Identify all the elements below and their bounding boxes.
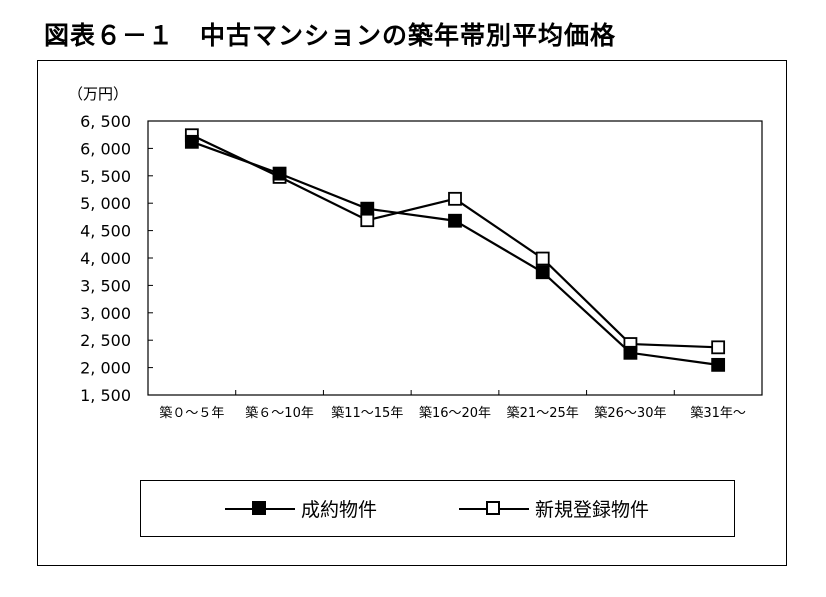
- x-tick-label: 築６～10年: [245, 406, 314, 421]
- x-tick-label: 築11～15年: [331, 406, 403, 421]
- data-point-series-2: [360, 213, 375, 228]
- y-axis-unit-label: （万円）: [68, 85, 128, 103]
- y-tick-label: 2, 000: [80, 359, 131, 378]
- open-square-marker-icon: [459, 498, 529, 520]
- y-tick-label: 3, 000: [80, 304, 131, 323]
- data-point-series-1: [448, 213, 462, 228]
- data-point-series-1: [184, 134, 199, 149]
- y-tick-label: 5, 500: [80, 167, 131, 186]
- chart-frame: [37, 60, 787, 566]
- x-tick-label: 築31年～: [690, 406, 746, 421]
- series-line-1: [191, 140, 719, 366]
- y-tick-label: 3, 500: [80, 276, 131, 295]
- series-line-2: [191, 134, 719, 349]
- y-tick-label: 2, 500: [80, 331, 131, 350]
- x-tick-label: 築26～30年: [594, 406, 666, 421]
- y-tick-label: 6, 500: [80, 112, 131, 131]
- legend-label: 成約物件: [301, 499, 378, 521]
- data-point-series-1: [711, 357, 726, 372]
- data-point-series-2: [448, 191, 462, 206]
- x-tick-label: 築21～25年: [507, 406, 579, 421]
- x-tick-label: 築０～５年: [159, 406, 224, 421]
- data-point-series-2: [535, 251, 550, 266]
- y-tick-label: 4, 500: [80, 222, 131, 241]
- chart-title: 図表６－１ 中古マンションの築年帯別平均価格: [44, 21, 617, 50]
- legend: 成約物件 新規登録物件: [140, 480, 735, 537]
- legend-item-series-2: 新規登録物件: [459, 495, 649, 522]
- legend-label: 新規登録物件: [535, 499, 650, 521]
- y-tick-label: 5, 000: [80, 194, 131, 213]
- plot-area: [147, 120, 763, 396]
- y-tick-label: 4, 000: [80, 249, 131, 268]
- data-point-series-1: [360, 201, 375, 216]
- y-tick-label: 1, 500: [80, 386, 131, 405]
- y-tick-label: 6, 000: [80, 139, 131, 158]
- filled-square-marker-icon: [225, 498, 295, 520]
- data-point-series-2: [711, 340, 726, 355]
- legend-item-series-1: 成約物件: [225, 495, 377, 522]
- data-point-series-1: [535, 265, 550, 280]
- data-point-series-1: [623, 345, 638, 360]
- data-point-series-1: [272, 166, 287, 181]
- x-tick-label: 築16～20年: [419, 406, 491, 421]
